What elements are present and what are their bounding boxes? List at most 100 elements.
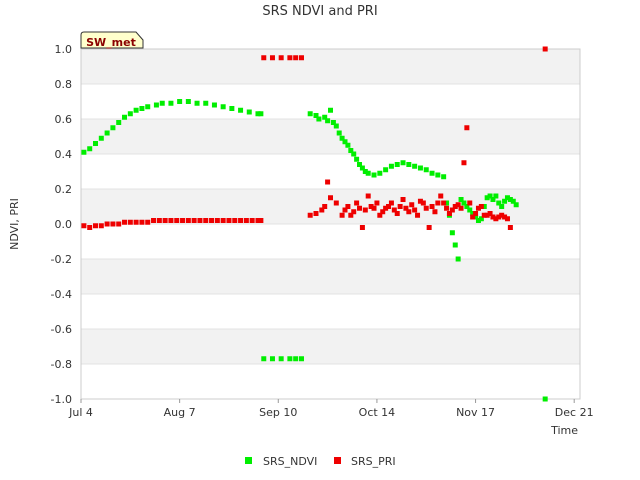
data-point xyxy=(542,46,548,52)
data-point xyxy=(220,218,226,223)
data-point xyxy=(496,214,502,220)
data-point xyxy=(490,214,496,220)
y-tick-label: 0.4 xyxy=(55,148,73,161)
data-point xyxy=(444,205,450,211)
data-point xyxy=(345,204,351,209)
data-point xyxy=(168,100,174,106)
data-point xyxy=(255,111,261,117)
data-point xyxy=(162,218,168,223)
data-point xyxy=(484,212,490,218)
data-point xyxy=(470,211,476,216)
legend-swatch-pri xyxy=(334,457,341,464)
data-point xyxy=(420,200,426,206)
data-point xyxy=(380,209,386,215)
data-point xyxy=(354,200,360,206)
data-point xyxy=(307,111,313,117)
data-point xyxy=(412,163,418,169)
data-point xyxy=(145,219,151,225)
data-point xyxy=(493,216,499,222)
data-point xyxy=(322,204,328,209)
data-point xyxy=(322,114,328,120)
x-axis-label: Time xyxy=(550,424,578,437)
data-point xyxy=(191,218,197,223)
data-point xyxy=(386,204,392,209)
data-point xyxy=(133,107,139,113)
data-point xyxy=(122,114,128,120)
y-tick-label: 0.6 xyxy=(55,113,73,126)
data-point xyxy=(513,202,519,208)
data-point xyxy=(446,211,452,216)
data-point xyxy=(203,218,209,223)
y-axis-label: NDVI, PRI xyxy=(8,198,21,250)
data-point xyxy=(394,162,400,167)
data-point xyxy=(151,218,157,223)
data-point xyxy=(403,205,409,211)
data-point xyxy=(351,209,357,215)
data-point xyxy=(93,223,99,229)
data-point xyxy=(159,100,165,106)
data-point xyxy=(377,170,383,176)
data-point xyxy=(397,204,403,209)
data-point xyxy=(374,200,380,206)
data-point xyxy=(359,165,365,171)
data-point xyxy=(287,356,293,362)
data-point xyxy=(174,218,180,223)
y-tick-label: 1.0 xyxy=(55,43,73,56)
data-point xyxy=(455,202,461,208)
y-tick-label: -0.8 xyxy=(51,358,72,371)
data-point xyxy=(400,160,406,166)
data-point xyxy=(478,204,484,209)
data-point xyxy=(339,135,345,141)
data-point xyxy=(452,204,458,209)
data-point xyxy=(455,256,461,262)
data-point xyxy=(333,200,339,206)
data-point xyxy=(429,204,435,209)
data-point xyxy=(432,209,438,215)
x-tick-label: Sep 10 xyxy=(259,406,297,419)
y-tick-label: 0.2 xyxy=(55,183,73,196)
data-point xyxy=(412,207,418,213)
data-point xyxy=(258,111,264,117)
data-point xyxy=(467,207,473,213)
data-point xyxy=(319,207,325,213)
y-tick-label: -0.6 xyxy=(51,323,72,336)
data-point xyxy=(464,125,470,131)
data-point xyxy=(139,219,145,225)
data-point xyxy=(441,200,447,206)
data-point xyxy=(409,202,415,208)
data-point xyxy=(371,172,377,178)
data-point xyxy=(510,198,516,204)
data-point xyxy=(98,135,104,141)
legend: SRS_NDVI SRS_PRI xyxy=(245,455,396,468)
data-point xyxy=(388,163,394,169)
data-point xyxy=(400,197,406,202)
y-tick-label: -0.2 xyxy=(51,253,72,266)
data-point xyxy=(357,162,363,167)
data-point xyxy=(328,195,333,201)
data-point xyxy=(467,200,473,206)
data-point xyxy=(504,216,510,222)
data-point xyxy=(484,195,490,201)
data-point xyxy=(98,223,104,229)
data-point xyxy=(214,218,220,223)
data-point xyxy=(354,156,360,162)
data-point xyxy=(496,200,502,206)
data-point xyxy=(478,216,484,222)
legend-swatch-ndvi xyxy=(245,457,252,464)
data-point xyxy=(383,167,389,173)
data-point xyxy=(475,205,481,211)
chart-title: SRS NDVI and PRI xyxy=(262,4,377,19)
data-point xyxy=(475,218,481,223)
legend-label-ndvi: SRS_NDVI xyxy=(263,455,317,468)
data-point xyxy=(229,106,235,111)
data-point xyxy=(499,204,505,209)
data-point xyxy=(185,218,191,223)
data-point xyxy=(116,120,122,125)
data-point xyxy=(145,104,151,110)
data-point xyxy=(435,200,441,206)
data-point xyxy=(261,55,267,61)
data-point xyxy=(444,200,450,206)
data-point xyxy=(435,172,441,178)
data-point xyxy=(449,230,455,236)
